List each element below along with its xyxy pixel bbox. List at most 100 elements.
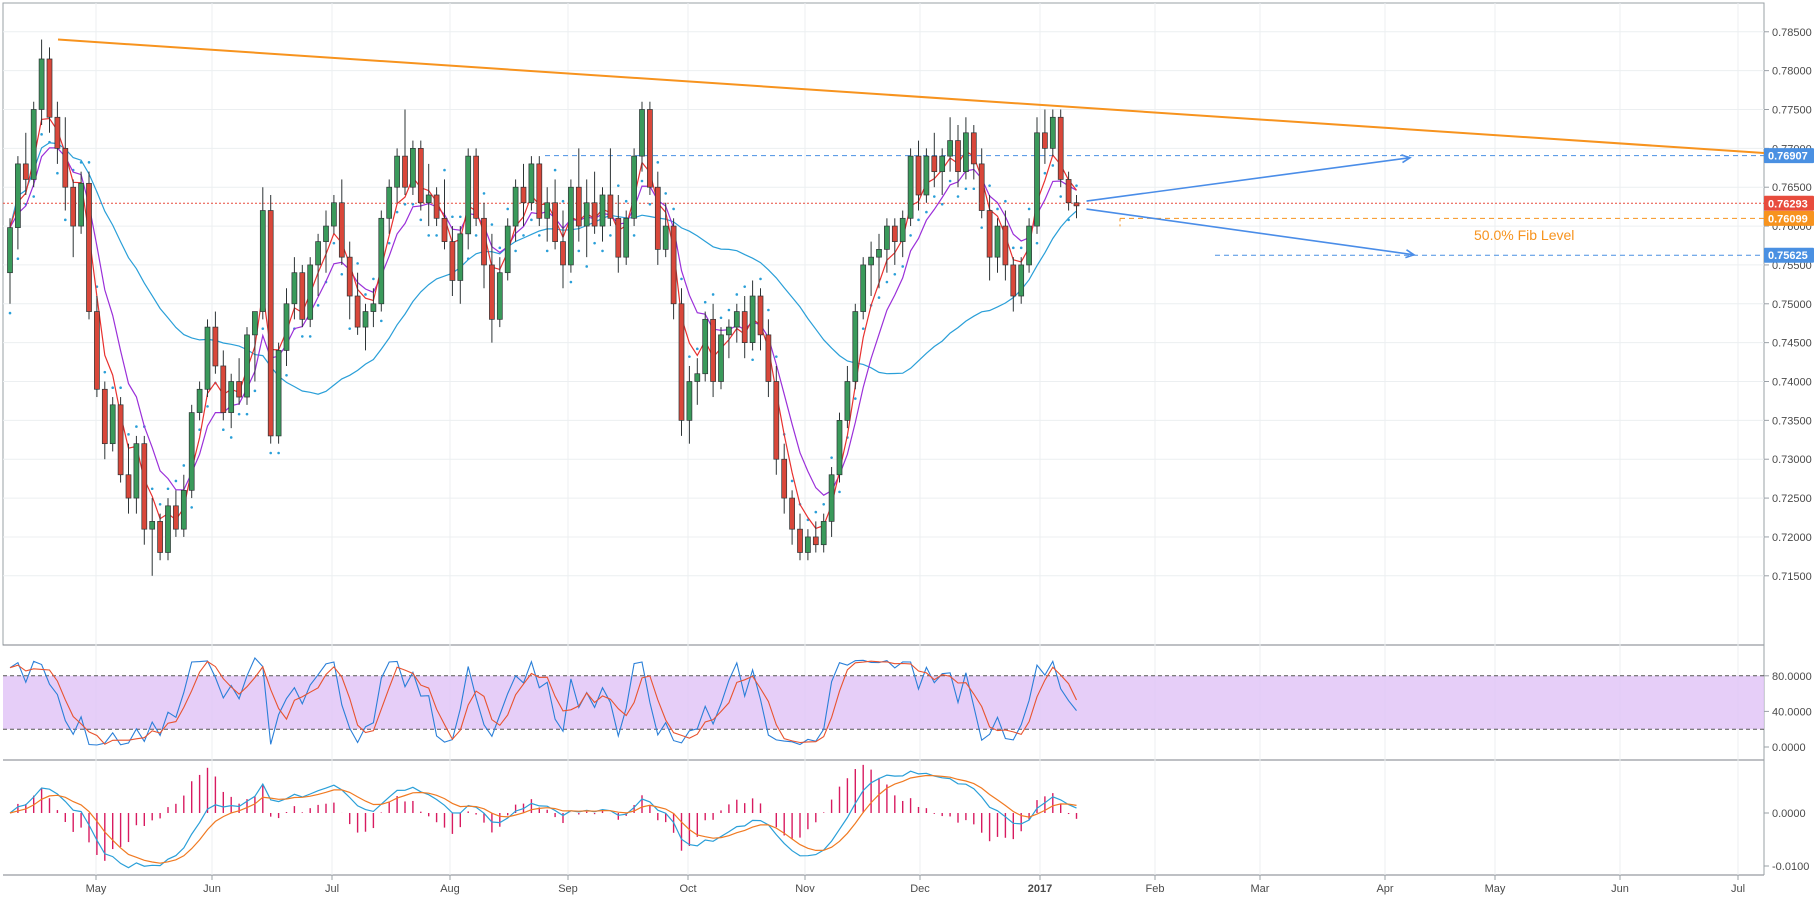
- sar-dot: [1019, 246, 1023, 250]
- candle-body: [315, 241, 321, 266]
- candle-body: [481, 217, 487, 266]
- price-tick-label: 0.74500: [1772, 338, 1812, 350]
- candle-body: [473, 155, 479, 219]
- candle: [899, 210, 906, 258]
- candle-body: [362, 311, 369, 328]
- candle: [939, 148, 946, 195]
- sar-dot: [696, 347, 699, 351]
- candle: [884, 218, 890, 273]
- candle: [481, 202, 487, 289]
- candle: [749, 280, 756, 351]
- candle: [1026, 218, 1032, 273]
- ema-fast-line: [9, 117, 1077, 530]
- candle-body: [568, 186, 574, 266]
- sar-dot: [830, 456, 833, 459]
- candle-body: [560, 241, 566, 266]
- sar-dot: [688, 355, 691, 358]
- sar-dot: [775, 355, 778, 358]
- candle: [30, 101, 37, 188]
- candle-body: [868, 256, 874, 266]
- sar-dot: [522, 234, 525, 237]
- candle-body: [781, 458, 788, 499]
- candle-body: [78, 182, 84, 227]
- sar-dot: [1004, 199, 1007, 203]
- price-label-bg: [1764, 148, 1814, 164]
- candle-body: [394, 155, 400, 188]
- sar-dot: [719, 316, 723, 320]
- candle-body: [623, 217, 630, 258]
- candle-body: [449, 241, 456, 281]
- candle: [631, 148, 637, 227]
- sar-dot: [498, 246, 502, 250]
- sar-dot: [553, 168, 557, 172]
- candle-body: [599, 194, 606, 227]
- candle: [299, 264, 306, 328]
- candle-body: [7, 227, 13, 274]
- candle: [275, 342, 282, 444]
- candle: [868, 241, 874, 297]
- candle: [331, 194, 337, 234]
- candle-body: [141, 443, 148, 530]
- sar-dot: [561, 199, 565, 203]
- sar-dot: [150, 487, 154, 491]
- candle: [520, 163, 527, 227]
- candle: [797, 513, 803, 561]
- candle: [986, 194, 993, 281]
- candle: [133, 435, 140, 514]
- candle-body: [591, 202, 598, 227]
- candle-body: [457, 233, 464, 281]
- arrow-up: [1086, 154, 1412, 202]
- price-tick-label: 0.71500: [1772, 571, 1812, 583]
- stochastic-lines: [9, 657, 1077, 746]
- candle: [180, 474, 187, 537]
- time-tick-label: May: [86, 883, 107, 895]
- candle-body: [30, 109, 37, 180]
- candle-body: [70, 186, 77, 227]
- candle-body: [204, 326, 211, 390]
- moving-averages: [9, 117, 1077, 530]
- candle: [267, 194, 274, 444]
- candle-body: [986, 210, 993, 258]
- sar-dot: [253, 389, 257, 393]
- price-tick-label: 0.78500: [1772, 27, 1812, 39]
- sar-dot: [261, 327, 265, 330]
- sar-dot: [1027, 207, 1031, 211]
- candle: [970, 125, 977, 180]
- candle: [1073, 194, 1080, 219]
- sar-dot: [40, 133, 43, 136]
- candle-body: [1073, 202, 1080, 207]
- candle: [560, 210, 566, 289]
- sar-dot: [948, 179, 952, 183]
- macd-line: [9, 770, 1077, 869]
- sar-dot: [411, 203, 415, 206]
- sar-dot: [759, 277, 762, 281]
- candle: [370, 288, 377, 328]
- candle-body: [607, 194, 614, 219]
- candle: [402, 109, 408, 195]
- candle: [117, 397, 124, 483]
- candle: [1057, 109, 1064, 188]
- sar-dot: [743, 285, 746, 288]
- candle: [15, 156, 21, 250]
- candle-body: [410, 147, 416, 188]
- price-label-text: 0.76099: [1768, 213, 1808, 225]
- candle-body: [994, 225, 1001, 258]
- sar-dot: [1043, 171, 1047, 175]
- sar-dot: [593, 241, 596, 245]
- candle-body: [244, 334, 250, 398]
- candle: [955, 125, 961, 188]
- sar-dot: [727, 308, 731, 312]
- parabolic-sar: [8, 133, 1078, 522]
- time-tick-label: Jul: [325, 883, 339, 895]
- candle: [149, 498, 156, 576]
- sar-dot: [8, 311, 12, 315]
- sar-dot: [222, 428, 225, 431]
- candle: [54, 101, 61, 164]
- sar-dot: [277, 451, 280, 455]
- sar-dot: [624, 199, 628, 203]
- sar-dot: [735, 293, 739, 296]
- price-tick-label: 0.76500: [1772, 182, 1812, 194]
- candle: [678, 288, 685, 436]
- stoch-d-line: [9, 660, 1077, 745]
- candle-body: [22, 163, 29, 180]
